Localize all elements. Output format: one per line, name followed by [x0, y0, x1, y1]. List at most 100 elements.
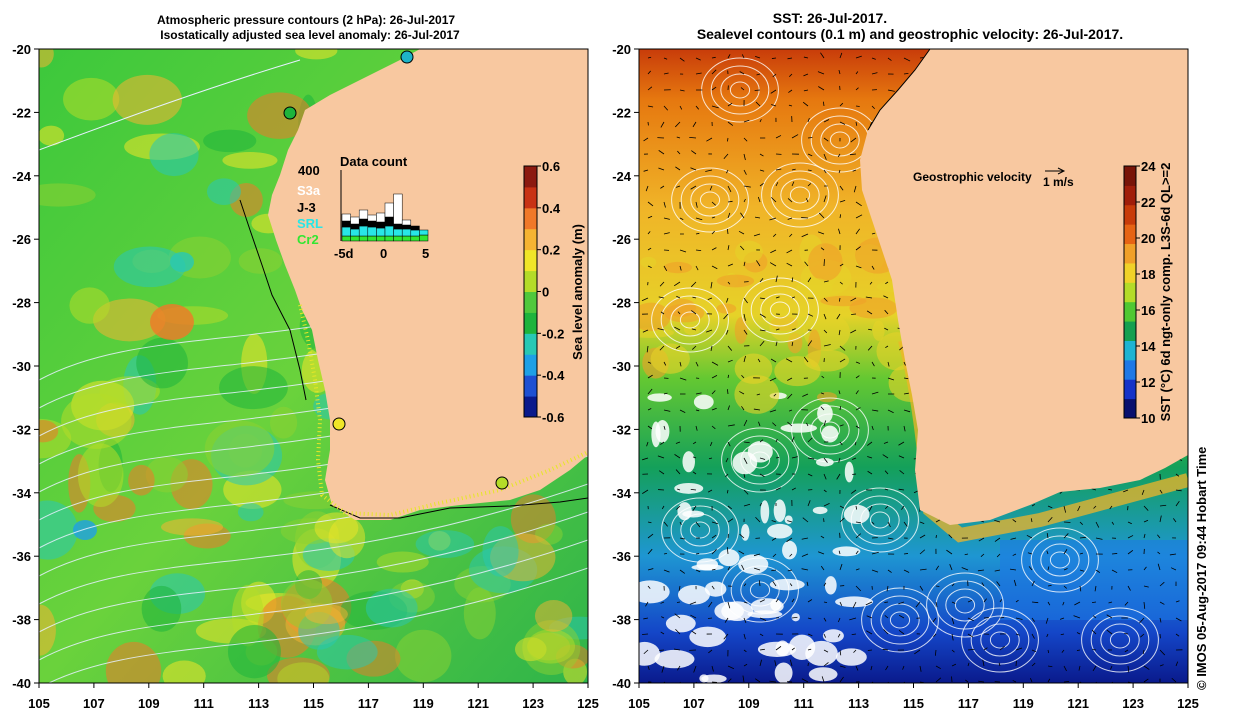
lon-tick-label: 119 [413, 696, 434, 711]
histogram-bar [419, 235, 428, 241]
sla-patch [377, 552, 429, 573]
velocity-vector [868, 650, 872, 651]
lat-tick-label: -34 [612, 486, 632, 501]
lon-tick-label: 107 [83, 696, 105, 711]
colorbar-swatch [524, 396, 537, 417]
colorbar-swatch [524, 229, 537, 250]
lat-tick-label: -32 [12, 422, 31, 437]
lat-tick-label: -40 [12, 676, 31, 691]
histogram-bar [376, 222, 385, 228]
velocity-vector [1112, 553, 1117, 554]
sla-patch [150, 304, 194, 340]
cloud-gap [694, 395, 714, 410]
sla-patch [203, 130, 256, 153]
lat-tick-label: -24 [12, 169, 32, 184]
sla-patch [395, 630, 451, 682]
lon-tick-label: 117 [358, 696, 379, 711]
sst-patch [808, 243, 843, 281]
sla-patch [161, 518, 223, 535]
lat-tick-label: -34 [12, 486, 32, 501]
cloud-gap [741, 524, 749, 541]
lat-tick-label: -28 [12, 296, 31, 311]
sla-patch [163, 661, 206, 692]
cloud-gap [825, 576, 837, 594]
data-count-title: Data count [340, 154, 408, 169]
sla-patch [277, 662, 329, 695]
legend-srl: SRL [297, 216, 323, 231]
lon-tick-label: 123 [1122, 696, 1144, 711]
histogram-bar [385, 203, 394, 217]
sst-map [625, 49, 1188, 686]
velocity-scale-label: 1 m/s [1043, 175, 1074, 189]
colorbar-tick-label: 14 [1141, 339, 1156, 354]
colorbar-swatch [524, 271, 537, 292]
sla-patch [149, 133, 198, 176]
cloud-gap [770, 599, 781, 611]
cloud-gap [823, 629, 844, 642]
sla-patch [205, 420, 275, 477]
sla-colorbar-swatches [524, 166, 537, 418]
sst-patch [666, 299, 696, 317]
lat-tick-label: -22 [612, 105, 631, 120]
colorbar-swatch [1124, 302, 1136, 322]
sla-patch [21, 183, 96, 206]
velocity-vector [708, 618, 712, 619]
histogram-bar [402, 229, 411, 236]
cloud-gap [774, 499, 786, 522]
velocity-vector [1064, 522, 1070, 523]
sst-patch [734, 375, 779, 414]
lat-tick-label: -30 [12, 359, 31, 374]
colorbar-swatch [524, 208, 537, 229]
sla-patch [170, 252, 194, 272]
cloud-gap [775, 662, 793, 683]
cloud-gap [785, 516, 793, 524]
right-title-line2: Sealevel contours (0.1 m) and geostrophi… [697, 26, 1123, 42]
legend-cr2: Cr2 [297, 232, 319, 247]
colorbar-swatch [524, 166, 537, 187]
geostrophic-velocity-label: Geostrophic velocity [913, 170, 1032, 184]
velocity-vector [755, 90, 760, 91]
lon-tick-label: 113 [248, 696, 269, 711]
sla-patch [113, 75, 182, 125]
sla-patch [69, 287, 109, 323]
lon-tick-label: 113 [848, 696, 869, 711]
sla-patch [63, 78, 119, 121]
lon-tick-label: 109 [738, 696, 760, 711]
colorbar-swatch [1124, 282, 1136, 302]
sla-patch [207, 178, 241, 205]
colorbar-tick-label: -0.2 [542, 326, 564, 341]
lat-tick-label: -26 [12, 232, 31, 247]
colorbar-tick-label: 24 [1141, 159, 1156, 174]
lon-tick-label: 121 [1067, 696, 1089, 711]
sla-patch [527, 629, 575, 663]
cloud-gap [691, 564, 723, 570]
lon-tick-label: 107 [683, 696, 705, 711]
histogram-xtick: -5d [334, 246, 354, 261]
sst-colorbar-label: SST (°C) 6d ngt-only comp. L3S-6d QL>=2 [1158, 163, 1173, 422]
histogram-bar [402, 236, 411, 241]
sea-level-anomaly-map [10, 40, 609, 700]
cloud-gap [832, 546, 860, 556]
sla-patch [270, 407, 297, 439]
cloud-gap [678, 585, 710, 605]
colorbar-swatch [1124, 244, 1136, 264]
histogram-xtick: 5 [422, 246, 429, 261]
sst-patch [873, 321, 885, 341]
sla-patch [222, 152, 277, 169]
histogram-bar [359, 210, 368, 219]
cloud-gap [845, 462, 854, 483]
sla-patch [228, 625, 281, 678]
histogram-bar [385, 226, 394, 236]
histogram-bar [394, 224, 403, 229]
histogram-bar [351, 217, 360, 224]
legend-s3a: S3a [297, 183, 321, 198]
lat-tick-label: -24 [612, 169, 632, 184]
histogram-bar [394, 229, 403, 236]
colorbar-swatch [1124, 379, 1136, 399]
cloud-gap [666, 615, 696, 633]
colorbar-swatch [1124, 224, 1136, 244]
velocity-vector [696, 553, 699, 554]
legend-j3: J-3 [297, 200, 316, 215]
cloud-gap [767, 524, 792, 539]
sla-patch [317, 635, 378, 670]
